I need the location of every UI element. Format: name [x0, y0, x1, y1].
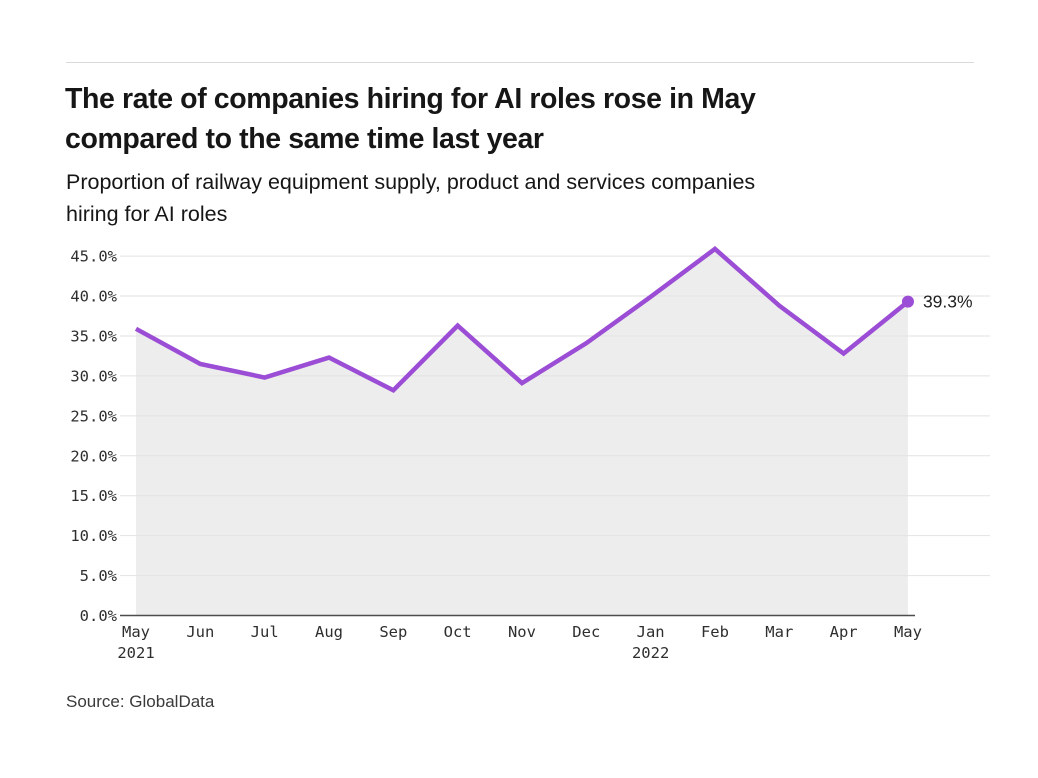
y-axis-tick-label: 40.0%: [70, 288, 117, 306]
x-axis-month-label: Mar: [765, 623, 793, 641]
x-axis-year-label: 2022: [632, 644, 669, 662]
line-chart: 0.0% 5.0% 10.0% 15.0% 20.0% 25.0% 30.0% 35.0% 40…: [0, 230, 1038, 670]
y-axis-tick-label: 45.0%: [70, 248, 117, 266]
y-axis-tick-label: 25.0%: [70, 407, 117, 425]
x-axis-month-label: May: [894, 623, 922, 641]
x-axis-month-label: Nov: [508, 623, 536, 641]
x-axis-month-label: Sep: [379, 623, 407, 641]
chart-subtitle: Proportion of railway equipment supply, …: [66, 170, 756, 227]
x-axis-month-label: Apr: [830, 623, 858, 641]
y-axis-tick-label: 0.0%: [80, 607, 118, 625]
y-axis-tick-label: 30.0%: [70, 367, 117, 385]
x-axis-year-label: 2021: [117, 644, 154, 662]
top-divider: [66, 62, 974, 63]
x-axis-month-label: Jul: [251, 623, 279, 641]
end-value-label: 39.3%: [923, 292, 973, 312]
x-axis-month-label: Aug: [315, 623, 343, 641]
y-axis-tick-label: 10.0%: [70, 527, 117, 545]
y-axis-tick-label: 20.0%: [70, 447, 117, 465]
x-axis-month-label: May: [122, 623, 150, 641]
x-axis-month-label: Dec: [572, 623, 600, 641]
y-axis-tick-label: 15.0%: [70, 487, 117, 505]
trend-line: [134, 246, 910, 394]
x-axis-month-label: Feb: [701, 623, 729, 641]
line-chart-canvas: 0.0% 5.0% 10.0% 15.0% 20.0% 25.0% 30.0% 35.0% 40…: [70, 246, 990, 662]
y-axis-tick-label: 35.0%: [70, 327, 117, 345]
x-axis-month-label: Oct: [444, 623, 472, 641]
end-point-dot: [901, 295, 914, 308]
source-attribution: Source: GlobalData: [66, 692, 215, 711]
area-fill: [136, 248, 908, 616]
y-axis-tick-label: 5.0%: [80, 567, 118, 585]
x-axis-month-label: Jun: [186, 623, 214, 641]
page-title: The rate of companies hiring for AI role…: [65, 83, 756, 155]
x-axis-month-label: Jan: [637, 623, 665, 641]
